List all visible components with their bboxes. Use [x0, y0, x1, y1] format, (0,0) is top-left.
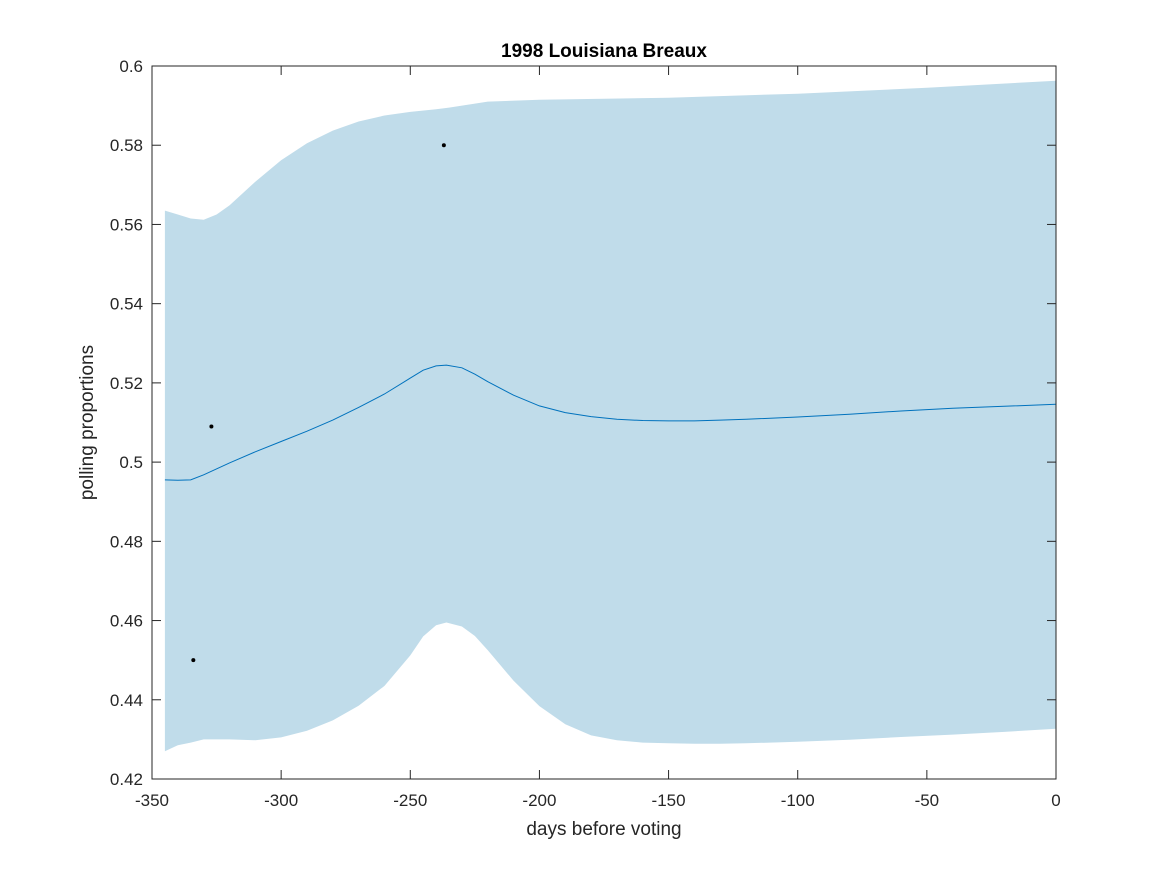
y-tick-label: 0.58 [110, 136, 143, 155]
y-tick-label: 0.44 [110, 691, 143, 710]
y-tick-label: 0.48 [110, 532, 143, 551]
poll-point-3 [191, 658, 196, 663]
x-axis-label: days before voting [526, 819, 681, 840]
x-tick-label: -350 [135, 791, 169, 810]
y-tick-label: 0.46 [110, 612, 143, 631]
x-tick-label: -200 [522, 791, 556, 810]
chart-title: 1998 Louisiana Breaux [501, 41, 707, 62]
mean-line [164, 364, 1057, 481]
axes-box [151, 65, 1057, 780]
poll-point-2 [209, 424, 214, 429]
poll-point-1 [441, 143, 446, 148]
y-tick-label: 0.56 [110, 215, 143, 234]
poll-points [191, 143, 446, 663]
y-tick-label: 0.6 [119, 57, 143, 76]
x-tick-label: -250 [393, 791, 427, 810]
x-tick-label: 0 [1051, 791, 1060, 810]
x-tick-label: -50 [915, 791, 940, 810]
x-tick-label: -300 [264, 791, 298, 810]
y-ticks: 0.42 0.44 0.46 0.48 0.5 0.52 0.54 0.56 0.58 0.6 [110, 57, 1056, 789]
confidence-band [164, 80, 1056, 752]
x-ticks: -350 -300 -250 -200 -150 -100 -50 0 [135, 66, 1061, 810]
x-tick-label: -150 [652, 791, 686, 810]
x-tick-label: -100 [781, 791, 815, 810]
y-axis-label: polling proportions [77, 345, 98, 500]
y-tick-label: 0.5 [119, 453, 143, 472]
y-tick-label: 0.54 [110, 295, 143, 314]
y-tick-label: 0.42 [110, 770, 143, 789]
plot-area [164, 80, 1057, 752]
y-tick-label: 0.52 [110, 374, 143, 393]
